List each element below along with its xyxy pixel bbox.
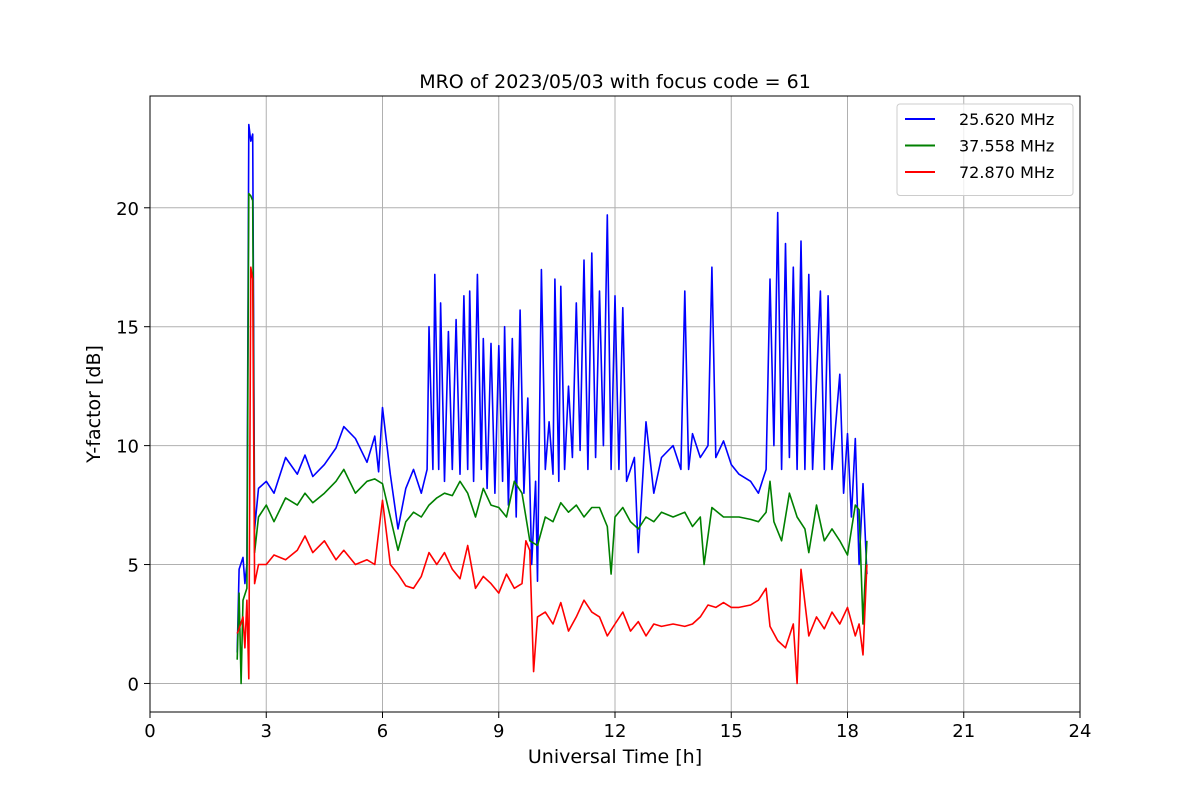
ticks: 0 3 6 9 12 15 18 21 24 0 5 10 15 20 (116, 199, 1091, 742)
y-tick-label: 5 (128, 556, 139, 577)
x-tick-label: 9 (493, 721, 504, 742)
legend: 25.620 MHz 37.558 MHz 72.870 MHz (896, 103, 1074, 196)
legend-box (896, 103, 1074, 196)
y-tick-label: 15 (116, 318, 139, 339)
series-layer (236, 123, 868, 685)
series-line-2 (236, 192, 868, 685)
x-tick-label: 21 (952, 721, 975, 742)
legend-label: 37.558 MHz (959, 137, 1054, 156)
legend-label: 25.620 MHz (959, 110, 1054, 129)
x-tick-label: 0 (144, 721, 155, 742)
series-line-3 (236, 266, 868, 685)
x-axis-label: Universal Time [h] (528, 746, 702, 768)
chart-title: MRO of 2023/05/03 with focus code = 61 (419, 71, 811, 93)
x-tick-label: 24 (1069, 721, 1092, 742)
series-line-1 (236, 123, 868, 653)
x-tick-label: 3 (261, 721, 272, 742)
legend-label: 72.870 MHz (959, 163, 1054, 182)
y-tick-label: 0 (128, 674, 139, 695)
x-tick-label: 15 (720, 721, 743, 742)
x-tick-label: 6 (377, 721, 388, 742)
y-tick-label: 20 (116, 199, 139, 220)
y-axis-label: Y-factor [dB] (83, 345, 105, 464)
x-tick-label: 12 (604, 721, 627, 742)
y-tick-label: 10 (116, 437, 139, 458)
x-tick-label: 18 (836, 721, 859, 742)
